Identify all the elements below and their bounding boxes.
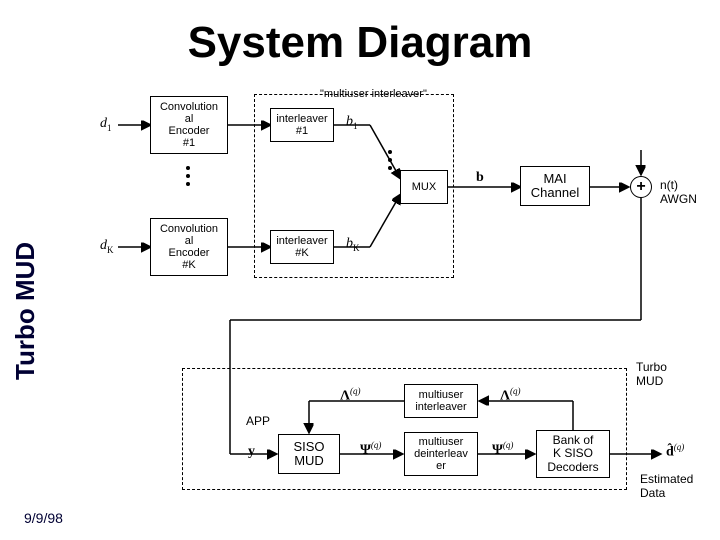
siso-decoders-bank-box: Bank of K SISO Decoders [536, 430, 610, 478]
interleaver-1-box: interleaver #1 [270, 108, 334, 142]
d-hat-symbol: d̂(q) [666, 442, 684, 461]
siso-mud-box: SISO MUD [278, 434, 340, 474]
multiuser-interleaver-label: "multiuser interleaver" [320, 88, 427, 100]
b-bold-symbol: b [476, 170, 484, 186]
turbo-mud-loop-label: Turbo MUD [636, 360, 686, 388]
encoder-vdots [186, 166, 190, 186]
estimated-data-label: Estimated Data [640, 472, 693, 500]
slide-title: System Diagram [0, 18, 720, 68]
b1-symbol: b1 [346, 114, 358, 131]
psi-right-symbol: Ψ(q) [492, 440, 513, 459]
y-bold-symbol: y [248, 444, 255, 460]
sum-node: + [630, 176, 652, 198]
slide-date: 9/9/98 [24, 510, 63, 526]
lambda-right-symbol: Λ(q) [500, 386, 521, 405]
lambda-top-symbol: Λ(q) [340, 386, 361, 405]
noise-label: n(t) AWGN [660, 178, 697, 206]
mai-channel-box: MAI Channel [520, 166, 590, 206]
psi-left-symbol: Ψ(q) [360, 440, 381, 459]
mux-box: MUX [400, 170, 448, 204]
app-label: APP [246, 414, 270, 428]
multiuser-interleaver-box: multiuser interleaver [404, 384, 478, 418]
conv-encoder-1-box: Convolution al Encoder #1 [150, 96, 228, 154]
d1-symbol: d1 [100, 116, 112, 133]
interleaver-k-box: interleaver #K [270, 230, 334, 264]
sidebar-turbo-mud-label: Turbo MUD [10, 242, 41, 380]
b-vdots [388, 150, 392, 170]
multiuser-deinterleaver-box: multiuser deinterleav er [404, 432, 478, 476]
dk-symbol: dK [100, 238, 114, 255]
bk-symbol: bK [346, 236, 360, 253]
conv-encoder-k-box: Convolution al Encoder #K [150, 218, 228, 276]
